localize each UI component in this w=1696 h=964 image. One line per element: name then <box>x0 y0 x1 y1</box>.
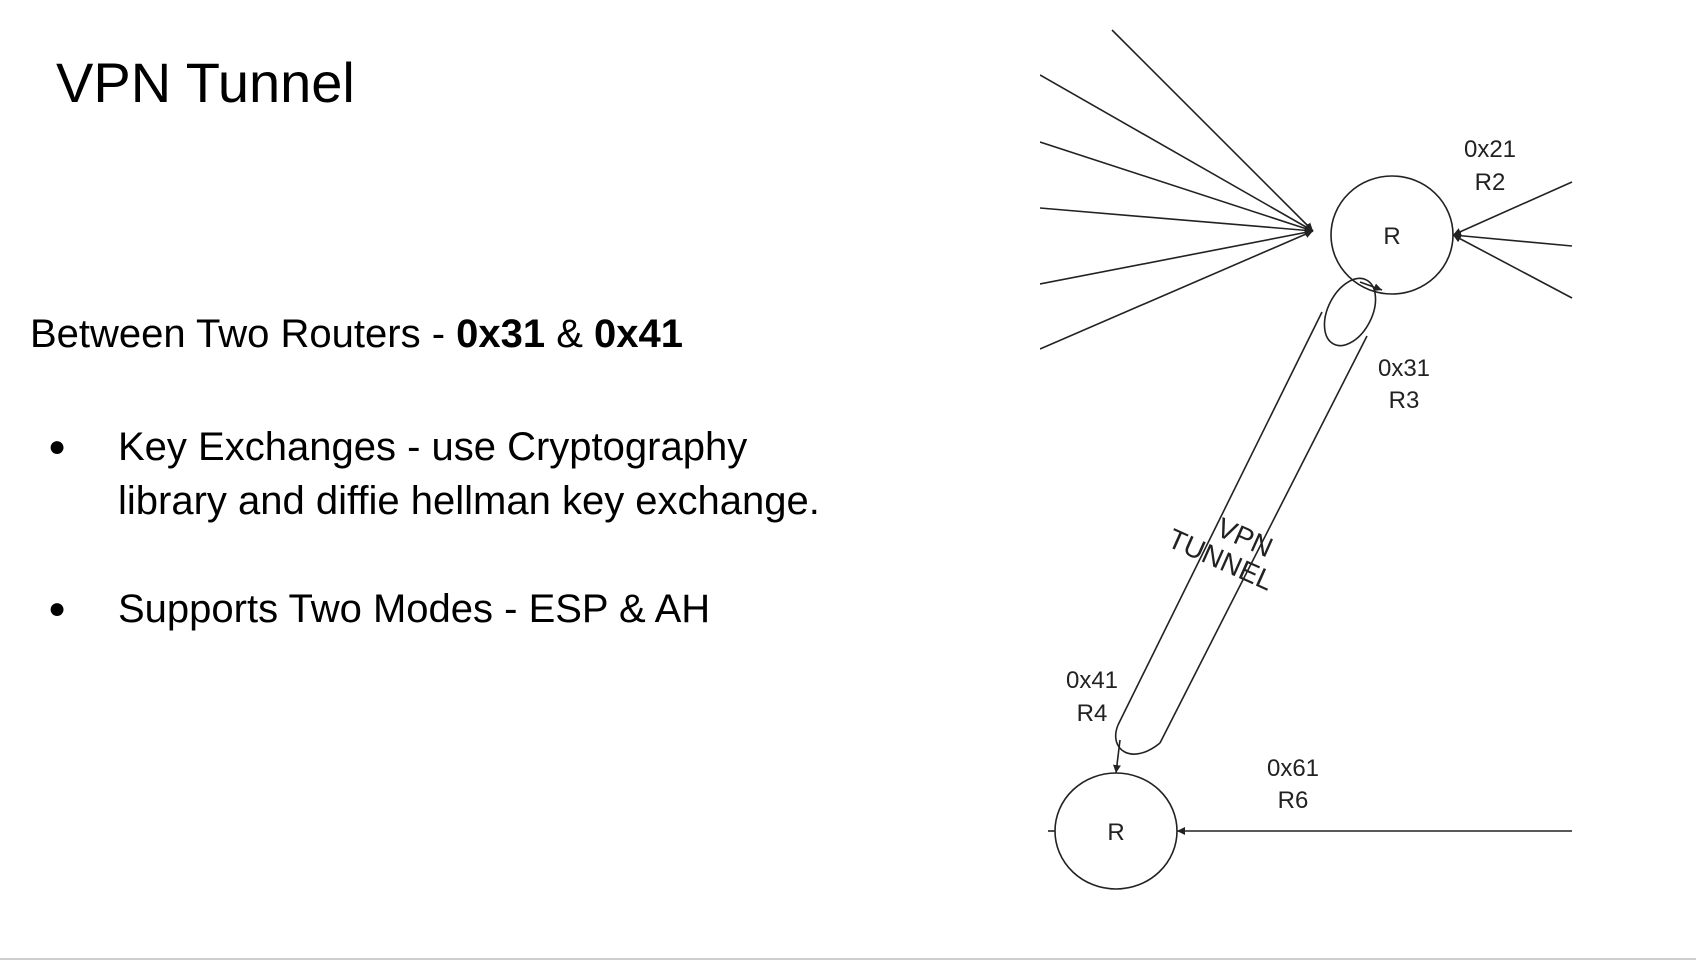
tunnel-end-r4 <box>1115 724 1161 755</box>
router-bottom-symbol: R <box>1107 819 1124 846</box>
tunnel-wall-right <box>1159 335 1368 744</box>
link-line <box>1452 234 1573 299</box>
router-top-circle <box>1330 175 1454 295</box>
bullet-text-line1: Key Exchanges - use Cryptography <box>118 425 748 469</box>
tunnel-end-r3 <box>1323 277 1377 347</box>
link-line <box>1452 181 1573 236</box>
label-r6-address: 0x61 <box>1267 755 1319 782</box>
subtitle-prefix: Between Two Routers - <box>30 312 457 356</box>
bullet-dot-icon: ● <box>48 592 67 625</box>
router-labels: 0x21 R2 0x31 R3 0x41 R4 0x61 R6 <box>1066 136 1516 814</box>
bullet-dot-icon: ● <box>48 430 67 463</box>
incoming-links-right <box>1177 181 1573 835</box>
vpn-tunnel <box>1112 277 1383 774</box>
bullet-list: ● Key Exchanges - use Cryptography libra… <box>30 420 930 690</box>
label-r4-name: R4 <box>1077 700 1108 727</box>
tunnel-link-r3 <box>1359 281 1383 292</box>
link-line <box>1111 29 1314 232</box>
tunnel-wall-left <box>1117 311 1323 726</box>
router-bottom: R <box>1048 772 1178 890</box>
link-line <box>1040 230 1314 350</box>
bullet-text-line2: library and diffie hellman key exchange. <box>118 479 820 523</box>
label-r4-address: 0x41 <box>1066 667 1118 694</box>
bullet-modes: ● Supports Two Modes - ESP & AH <box>30 582 930 636</box>
link-line <box>1040 228 1314 285</box>
bullet-key-exchanges: ● Key Exchanges - use Cryptography libra… <box>30 420 930 528</box>
incoming-links-left <box>1040 29 1314 350</box>
subtitle-router-r3: 0x31 <box>456 312 546 356</box>
subtitle-ampersand: & <box>545 312 595 356</box>
label-r3-name: R3 <box>1389 387 1420 414</box>
slide-title: VPN Tunnel <box>56 51 355 114</box>
tunnel-label: VPN TUNNEL <box>1163 512 1278 597</box>
tunnel-link-r4 <box>1112 739 1121 774</box>
subtitle-router-r4: 0x41 <box>594 312 684 356</box>
label-r2-name: R2 <box>1475 169 1506 196</box>
link-line <box>1040 207 1314 235</box>
link-line <box>1452 231 1573 247</box>
link-line <box>1040 74 1314 232</box>
label-r2-address: 0x21 <box>1464 136 1516 163</box>
label-r3-address: 0x31 <box>1378 355 1430 382</box>
slide-subtitle: Between Two Routers - 0x31 & 0x41 <box>30 310 683 358</box>
link-line <box>1040 141 1314 233</box>
router-top: R <box>1330 175 1454 295</box>
vpn-tunnel-diagram: R R VPN TUNNEL 0x21 R2 0x31 R3 0x41 R4 0… <box>1040 29 1573 890</box>
bullet-text-line1: Supports Two Modes - ESP & AH <box>118 587 711 631</box>
router-top-symbol: R <box>1383 223 1400 250</box>
bottom-divider <box>0 958 1696 960</box>
label-r6-name: R6 <box>1278 787 1309 814</box>
